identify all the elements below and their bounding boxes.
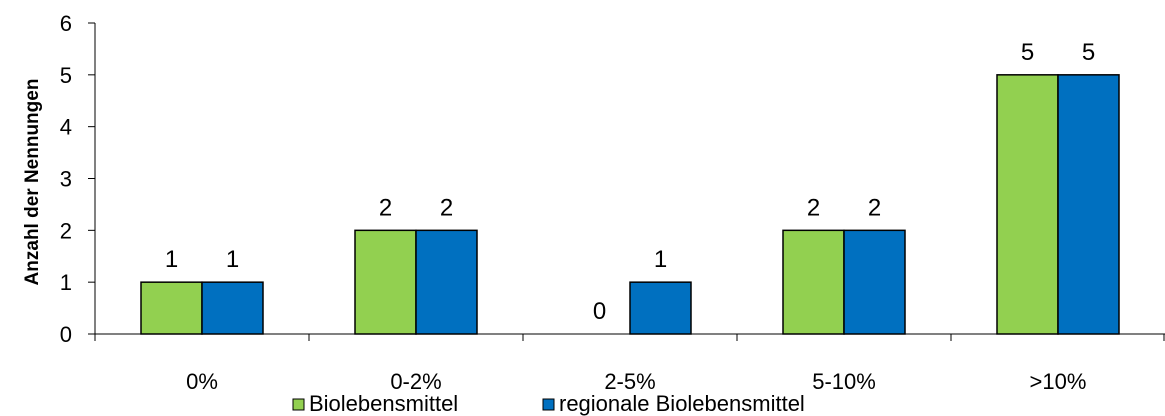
data-label: 1: [165, 246, 178, 273]
data-label: 0: [593, 298, 606, 325]
bars: [140, 74, 1120, 335]
y-tick-label: 3: [60, 167, 72, 192]
y-tick-label: 1: [60, 270, 72, 295]
data-label: 2: [379, 194, 392, 221]
bar: [354, 229, 417, 335]
y-tick-label: 2: [60, 218, 72, 243]
data-label: 2: [440, 194, 453, 221]
legend: Biolebensmittel regionale Biolebensmittel: [292, 391, 805, 416]
x-tick-label: >10%: [1030, 369, 1087, 394]
bar: [629, 281, 692, 335]
legend-swatch: [542, 398, 555, 411]
bar: [140, 281, 203, 335]
legend-label: regionale Biolebensmittel: [559, 391, 805, 416]
data-label: 5: [1082, 39, 1095, 66]
data-label: 2: [868, 194, 881, 221]
data-label: 5: [1021, 39, 1034, 66]
y-axis: 0 1 2 3 4 5 6: [60, 11, 96, 347]
bar: [782, 229, 845, 335]
y-tick-label: 6: [60, 11, 72, 36]
y-tick-label: 0: [60, 322, 72, 347]
data-label: 1: [226, 246, 239, 273]
bar: [1057, 74, 1120, 335]
bar: [201, 281, 264, 335]
data-label: 1: [654, 246, 667, 273]
x-tick-label: 0%: [186, 369, 218, 394]
data-label: 2: [807, 194, 820, 221]
bar: [415, 229, 478, 335]
bar: [843, 229, 906, 335]
data-labels: 1 1 2 2 0 1 2 2 5 5: [165, 39, 1095, 325]
x-axis: 0% 0-2% 2-5% 5-10% >10%: [94, 333, 1165, 394]
x-tick-label: 0-2%: [390, 369, 441, 394]
legend-label: Biolebensmittel: [309, 391, 458, 416]
x-tick-label: 2-5%: [604, 369, 655, 394]
x-tick-label: 5-10%: [812, 369, 876, 394]
y-axis-label: Anzahl der Nennungen: [22, 79, 43, 286]
legend-swatch: [292, 398, 305, 411]
bar: [996, 74, 1059, 335]
y-tick-label: 4: [60, 115, 72, 140]
y-tick-label: 5: [60, 63, 72, 88]
